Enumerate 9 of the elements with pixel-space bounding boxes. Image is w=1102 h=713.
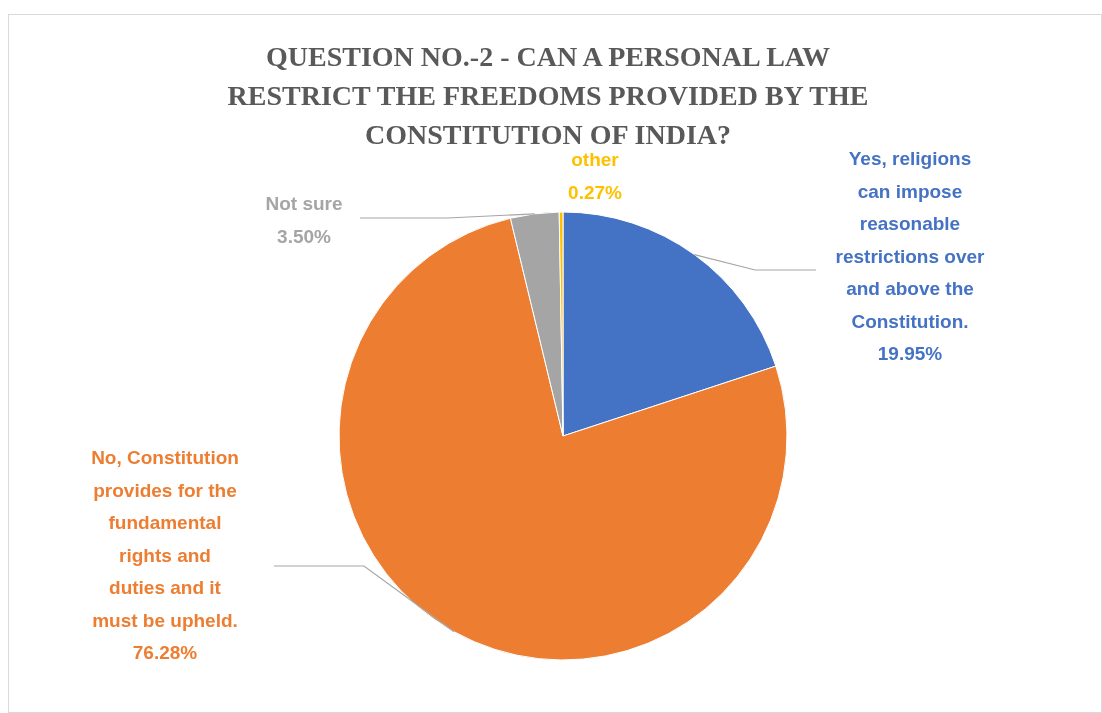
data-label: 3.50% bbox=[277, 225, 332, 247]
data-label: 19.95% bbox=[877, 343, 943, 364]
slice-label: No, Constitution provides for the fundamental rights and duties and it must be upheld. bbox=[91, 447, 239, 631]
data-label: 0.27% bbox=[568, 181, 623, 203]
slice-label: other bbox=[571, 149, 620, 170]
data-label: 76.28% bbox=[132, 642, 198, 663]
chart-title: QUESTION NO.-2 - CAN A PERSONAL LAW RESTRICT THE FREEDOMS PROVIDED BY THE CONSTITUTION OF INDIA? bbox=[227, 41, 869, 150]
slice-label: Not sure bbox=[265, 193, 343, 214]
slice-label: Yes, religions can impose reasonable restrictions over and above the Constitution. bbox=[835, 148, 986, 332]
